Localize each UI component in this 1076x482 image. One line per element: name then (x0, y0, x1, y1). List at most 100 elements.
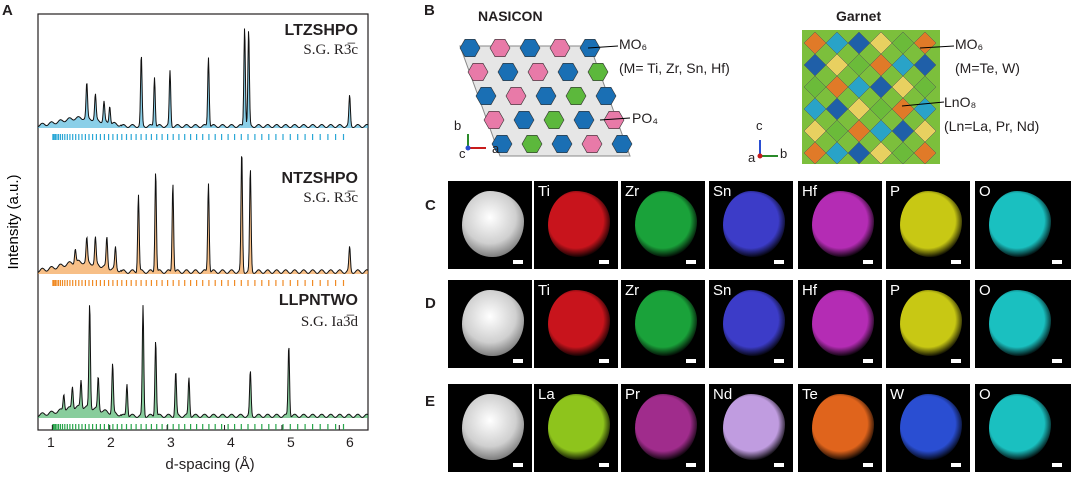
pattern-3-bragg-tick (172, 424, 174, 430)
nasicon-axis-triad (465, 134, 486, 151)
panel-d-map-o: O (975, 280, 1071, 368)
pattern-2-bragg-tick (78, 280, 80, 286)
garnet-axis-a: a (748, 150, 756, 165)
pattern-2-bragg-tick (61, 280, 64, 286)
panel-a-letter: A (2, 2, 13, 19)
pattern-1-bragg-tick (84, 134, 86, 140)
pattern-3-bragg-tick (178, 424, 180, 430)
scale-bar (1052, 359, 1062, 363)
panel-d-letter: D (425, 295, 436, 312)
map-element-label: Ti (538, 282, 550, 299)
pattern-1-bragg-tick (342, 134, 345, 140)
particle-blob (989, 290, 1051, 356)
garnet-polyhedron (869, 141, 893, 165)
pattern-1-bragg-tick (304, 134, 306, 140)
pattern-2-bragg-tick (312, 280, 314, 286)
scale-bar (513, 359, 523, 363)
pattern-2-bragg-tick (234, 280, 236, 286)
x-tick-4: 4 (227, 434, 235, 450)
garnet-mo6-note: (M=Te, W) (955, 60, 1020, 76)
pattern-3-name: LLPNTWO (278, 292, 358, 309)
pattern-1-bragg-tick (319, 134, 321, 140)
pattern-3-bragg-tick (312, 424, 314, 430)
pattern-2-bragg-tick (254, 280, 256, 286)
pattern-1-bragg-tick (145, 134, 147, 140)
panel-c-map-ti: Ti (534, 181, 618, 269)
panel-c-map-zr: Zr (621, 181, 705, 269)
pattern-2-bragg-tick (202, 280, 204, 286)
pattern-3-space-group: S.G. Ia3̅d (300, 314, 358, 330)
pattern-3-bragg-tick (59, 424, 61, 430)
map-element-label: O (979, 282, 991, 299)
pattern-1-bragg-tick (167, 134, 169, 140)
x-tick-6: 6 (346, 434, 354, 450)
pattern-2-bragg-tick (172, 280, 174, 286)
scale-bar (686, 359, 696, 363)
pattern-1-bragg-tick (103, 134, 105, 140)
nasicon-polyhedron (459, 39, 481, 58)
scale-bar (1052, 463, 1062, 467)
nasicon-polyhedron (549, 39, 571, 58)
map-element-label: O (979, 386, 991, 403)
map-element-label: Hf (802, 183, 817, 200)
pattern-2-bragg-tick (121, 280, 123, 286)
scale-bar (599, 260, 609, 264)
pattern-2-bragg-tick (57, 280, 60, 286)
pattern-3-bragg-tick (227, 424, 229, 430)
panel-c-map-o: O (975, 181, 1071, 269)
pattern-3-bragg-tick (92, 424, 94, 430)
pattern-3-bragg-tick (81, 424, 83, 430)
pattern-3-bragg-tick (150, 424, 152, 430)
pattern-1-bragg-tick (112, 134, 114, 140)
pattern-3-bragg-tick (282, 424, 284, 430)
pattern-3-bragg-tick (214, 424, 216, 430)
panel-d-map-p: P (886, 280, 970, 368)
pattern-1-bragg-tick (184, 134, 186, 140)
pattern-3-bragg-tick (56, 424, 58, 430)
panel-c-map-haadf (448, 181, 532, 269)
pattern-2-bragg-tick (108, 280, 110, 286)
pattern-2-bragg-tick (140, 280, 142, 286)
nasicon-polyhedron (587, 62, 609, 82)
particle-blob (462, 290, 524, 356)
pattern-1-bragg-tick (178, 134, 180, 140)
pattern-3-bragg-tick (297, 424, 299, 430)
map-element-label: Sn (713, 282, 732, 299)
x-axis-label: d-spacing (Å) (165, 456, 255, 473)
pattern-1-bragg-tick (268, 134, 270, 140)
nasicon-polyhedron (505, 86, 527, 105)
pattern-2-bragg-tick (54, 280, 56, 286)
nasicon-polyhedron (573, 111, 595, 129)
garnet-axis-c: c (756, 118, 763, 133)
pattern-3-bragg-tick (64, 424, 66, 430)
pattern-3-bragg-tick (88, 424, 90, 430)
pattern-3-bragg-tick (221, 424, 223, 430)
map-element-label: Te (802, 386, 818, 403)
pattern-2-bragg-tick (247, 280, 249, 286)
pattern-1-bragg-tick (261, 134, 263, 140)
scale-bar (599, 463, 609, 467)
pattern-2-bragg-tick (59, 280, 61, 286)
garnet-structure (802, 30, 940, 165)
pattern-3-bragg-tick (145, 424, 147, 430)
pattern-1-bragg-tick (327, 134, 329, 140)
nasicon-polyhedron (513, 111, 535, 129)
pattern-2-bragg-tick (184, 280, 186, 286)
pattern-2-space-group: S.G. R3̅c (303, 190, 358, 206)
pattern-1-bragg-tick (208, 134, 210, 140)
pattern-2-bragg-tick (92, 280, 94, 286)
pattern-2-bragg-tick (214, 280, 216, 286)
pattern-1-fit-line (37, 28, 369, 129)
particle-blob (812, 290, 874, 356)
scale-bar (1052, 260, 1062, 264)
pattern-1-bragg-tick (202, 134, 204, 140)
scale-bar (513, 260, 523, 264)
pattern-2-bragg-tick (116, 280, 118, 286)
xrd-plot: Intensity (a.u.) (5, 13, 369, 431)
particle-blob (723, 191, 785, 257)
particle-blob (462, 191, 524, 257)
pattern-3-bragg-tick (327, 424, 329, 430)
pattern-1-bragg-tick (214, 134, 216, 140)
pattern-2-bragg-tick (268, 280, 270, 286)
nasicon-polyhedron (581, 135, 603, 153)
